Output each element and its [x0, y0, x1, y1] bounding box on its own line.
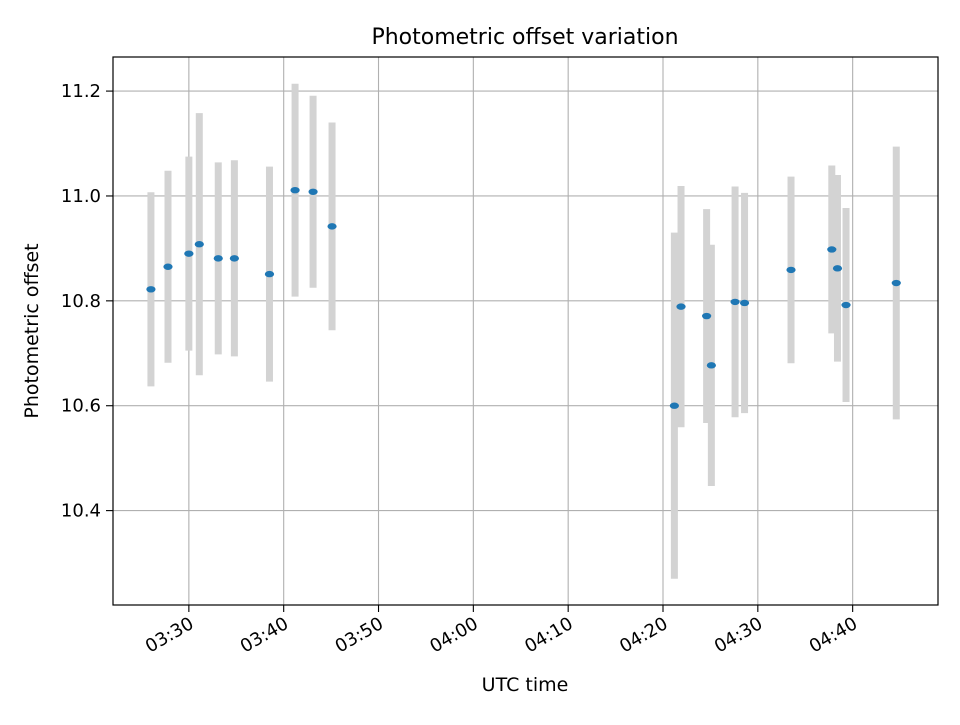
plot-frame	[112, 56, 939, 606]
data-point	[827, 246, 837, 253]
data-point	[308, 188, 318, 195]
chart-title: Photometric offset variation	[371, 25, 678, 50]
y-tick-label: 11.2	[61, 81, 101, 102]
data-point	[290, 186, 300, 194]
data-point	[146, 286, 156, 293]
y-axis-label: Photometric offset	[21, 243, 43, 418]
y-tick-label: 11.0	[61, 186, 101, 207]
y-axis-ticks: 10.4 10.6 10.8 11.0 11.2	[61, 81, 113, 522]
data-point	[739, 299, 750, 307]
data-point	[702, 312, 712, 320]
data-point	[676, 303, 686, 310]
data-point	[891, 279, 901, 287]
data-point	[194, 241, 204, 248]
data-point	[184, 250, 194, 257]
y-tick-label: 10.6	[61, 396, 101, 417]
data-point	[163, 263, 173, 270]
data-point	[786, 266, 796, 274]
data-point	[213, 255, 223, 262]
y-tick-label: 10.8	[61, 291, 101, 312]
data-point	[841, 301, 851, 309]
markers	[146, 186, 901, 409]
x-axis-label: UTC time	[482, 674, 569, 696]
y-tick-label: 10.4	[61, 501, 101, 522]
data-point	[264, 270, 275, 278]
data-point	[229, 255, 239, 262]
data-point	[327, 223, 337, 230]
data-point	[669, 402, 679, 409]
data-point	[730, 298, 740, 306]
grid	[113, 57, 938, 605]
data-point	[832, 265, 843, 272]
data-point	[706, 362, 716, 369]
